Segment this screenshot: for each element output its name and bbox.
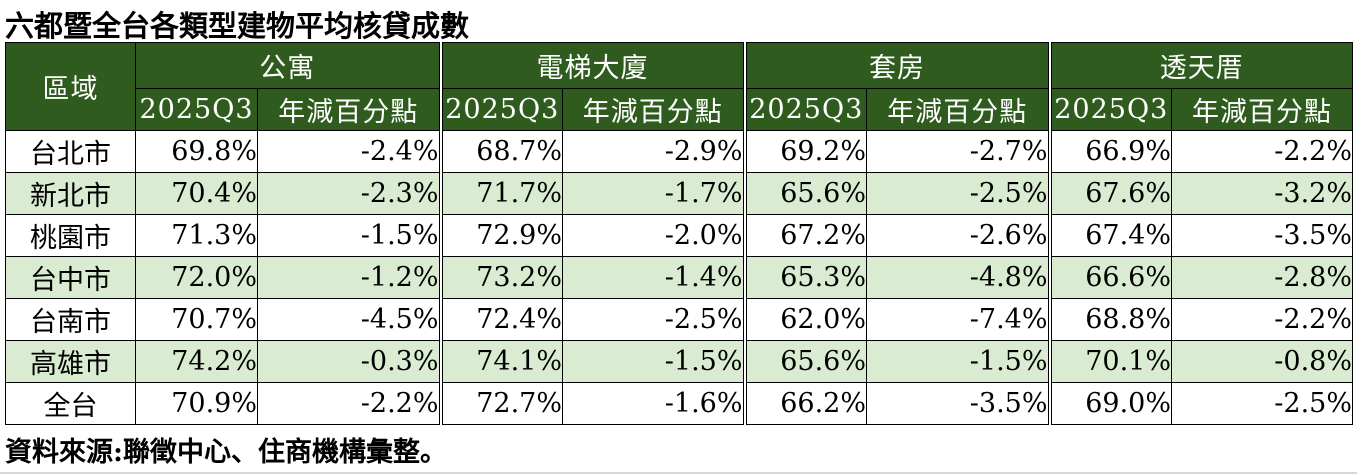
subheader-yoy: 年減百分點 <box>562 88 745 131</box>
value-cell-quarter: 65.6% <box>742 172 867 215</box>
value-cell-yoy: -3.2% <box>1171 172 1353 215</box>
value-cell-yoy: -1.5% <box>257 214 441 257</box>
table-body: 台北市 69.8% -2.4% 68.7% -2.9% 69.2% -2.7% 66.9% -2… <box>5 130 1353 425</box>
value-cell-quarter: 72.9% <box>438 214 563 257</box>
value-cell-yoy: -2.2% <box>1171 298 1353 341</box>
table-row: 桃園市 71.3% -1.5% 72.9% -2.0% 67.2% -2.6% 67.4% -3… <box>5 214 1353 257</box>
source-note: 資料來源:聯徵中心、住商機構彙整。 <box>5 437 447 468</box>
value-cell-quarter: 68.7% <box>438 130 563 173</box>
value-cell-yoy: -2.4% <box>257 130 441 173</box>
table-row: 全台 70.9% -2.2% 72.7% -1.6% 66.2% -3.5% 69.0% -2.… <box>5 382 1353 425</box>
value-cell-yoy: -2.7% <box>866 130 1050 173</box>
value-cell-quarter: 66.2% <box>742 382 867 425</box>
group-header-row: 區域 公寓 電梯大廈 套房 透天厝 <box>5 42 1353 131</box>
value-cell-yoy: -2.2% <box>257 382 441 425</box>
value-cell-yoy: -1.6% <box>562 382 745 425</box>
group-header-elevator-building: 電梯大廈 <box>438 42 745 89</box>
value-cell-quarter: 67.6% <box>1047 172 1172 215</box>
value-cell-yoy: -2.5% <box>1171 382 1353 425</box>
value-cell-yoy: -1.5% <box>866 340 1050 383</box>
subheader-yoy: 年減百分點 <box>866 88 1050 131</box>
value-cell-quarter: 70.9% <box>135 382 258 425</box>
group-header-townhouse: 透天厝 <box>1047 42 1353 89</box>
value-cell-yoy: -2.6% <box>866 214 1050 257</box>
value-cell-yoy: -2.9% <box>562 130 745 173</box>
value-cell-yoy: -2.8% <box>1171 256 1353 299</box>
value-cell-quarter: 66.6% <box>1047 256 1172 299</box>
value-cell-quarter: 71.7% <box>438 172 563 215</box>
subheader-quarter: 2025Q3 <box>742 88 867 131</box>
value-cell-quarter: 72.7% <box>438 382 563 425</box>
subheader-quarter: 2025Q3 <box>1047 88 1172 131</box>
value-cell-quarter: 72.0% <box>135 256 258 299</box>
value-cell-yoy: -4.8% <box>866 256 1050 299</box>
region-cell: 新北市 <box>5 172 136 215</box>
value-cell-quarter: 67.2% <box>742 214 867 257</box>
table-row: 台南市 70.7% -4.5% 72.4% -2.5% 62.0% -7.4% 68.8% -2… <box>5 298 1353 341</box>
table-row: 新北市 70.4% -2.3% 71.7% -1.7% 65.6% -2.5% 67.6% -3… <box>5 172 1353 215</box>
region-header-cell: 區域 <box>5 42 136 131</box>
table-row: 高雄市 74.2% -0.3% 74.1% -1.5% 65.6% -1.5% 70.1% -0… <box>5 340 1353 383</box>
sub-header-row: 2025Q3 年減百分點 2025Q3 年減百分點 2025Q3 年減百分點 2… <box>6 88 1353 131</box>
value-cell-yoy: -3.5% <box>866 382 1050 425</box>
value-cell-yoy: -2.2% <box>1171 130 1353 173</box>
value-cell-yoy: -1.2% <box>257 256 441 299</box>
region-cell: 台北市 <box>5 130 136 173</box>
value-cell-yoy: -2.3% <box>257 172 441 215</box>
value-cell-yoy: -1.4% <box>562 256 745 299</box>
value-cell-quarter: 66.9% <box>1047 130 1172 173</box>
value-cell-yoy: -2.5% <box>866 172 1050 215</box>
subheader-yoy: 年減百分點 <box>257 88 441 131</box>
table-header: 區域 公寓 電梯大廈 套房 透天厝 2025Q3 年減百分點 2025Q3 年減… <box>5 42 1353 131</box>
value-cell-quarter: 69.0% <box>1047 382 1172 425</box>
region-cell: 全台 <box>5 382 136 425</box>
value-cell-quarter: 72.4% <box>438 298 563 341</box>
value-cell-yoy: -2.0% <box>562 214 745 257</box>
value-cell-yoy: -0.3% <box>257 340 441 383</box>
region-cell: 桃園市 <box>5 214 136 257</box>
group-header-apartment: 公寓 <box>135 42 441 89</box>
table-row: 台中市 72.0% -1.2% 73.2% -1.4% 65.3% -4.8% 66.6% -2… <box>5 256 1353 299</box>
value-cell-quarter: 70.1% <box>1047 340 1172 383</box>
value-cell-quarter: 67.4% <box>1047 214 1172 257</box>
value-cell-quarter: 65.3% <box>742 256 867 299</box>
value-cell-quarter: 74.1% <box>438 340 563 383</box>
region-cell: 台南市 <box>5 298 136 341</box>
value-cell-quarter: 69.8% <box>135 130 258 173</box>
subheader-yoy: 年減百分點 <box>1171 88 1353 131</box>
value-cell-yoy: -1.5% <box>562 340 745 383</box>
value-cell-yoy: -1.7% <box>562 172 745 215</box>
group-header-studio: 套房 <box>742 42 1050 89</box>
loan-ratio-table: 區域 公寓 電梯大廈 套房 透天厝 2025Q3 年減百分點 2025Q3 年減… <box>5 42 1353 425</box>
region-cell: 高雄市 <box>5 340 136 383</box>
value-cell-yoy: -2.5% <box>562 298 745 341</box>
value-cell-quarter: 74.2% <box>135 340 258 383</box>
table-row: 台北市 69.8% -2.4% 68.7% -2.9% 69.2% -2.7% 66.9% -2… <box>5 130 1353 173</box>
value-cell-quarter: 70.7% <box>135 298 258 341</box>
subheader-quarter: 2025Q3 <box>135 88 258 131</box>
value-cell-yoy: -3.5% <box>1171 214 1353 257</box>
bottom-rule <box>0 472 1357 474</box>
value-cell-quarter: 68.8% <box>1047 298 1172 341</box>
value-cell-quarter: 65.6% <box>742 340 867 383</box>
value-cell-yoy: -7.4% <box>866 298 1050 341</box>
value-cell-yoy: -0.8% <box>1171 340 1353 383</box>
region-cell: 台中市 <box>5 256 136 299</box>
value-cell-quarter: 69.2% <box>742 130 867 173</box>
value-cell-quarter: 70.4% <box>135 172 258 215</box>
subheader-quarter: 2025Q3 <box>438 88 563 131</box>
value-cell-quarter: 62.0% <box>742 298 867 341</box>
page-title: 六都暨全台各類型建物平均核貸成數 <box>5 9 470 43</box>
value-cell-yoy: -4.5% <box>257 298 441 341</box>
value-cell-quarter: 73.2% <box>438 256 563 299</box>
value-cell-quarter: 71.3% <box>135 214 258 257</box>
